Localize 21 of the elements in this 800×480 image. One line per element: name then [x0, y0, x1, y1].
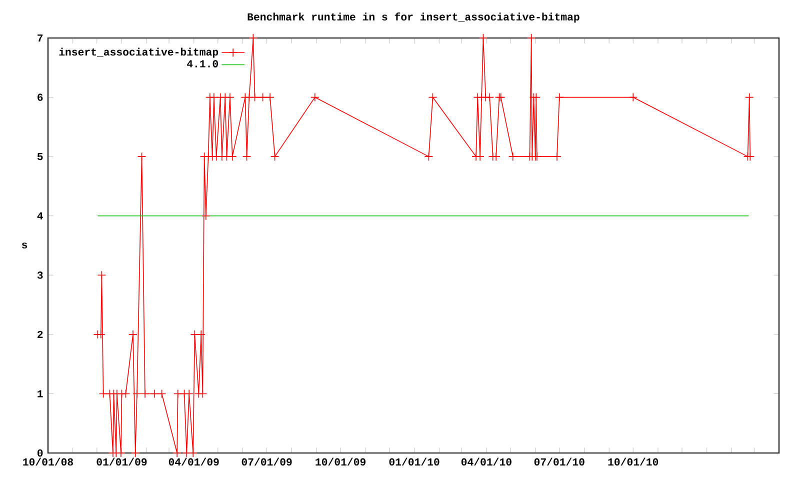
- chart-title: Benchmark runtime in s for insert_associative-bitmap: [248, 12, 580, 23]
- x-tick-label: 04/01/10: [461, 458, 512, 466]
- x-tick-label: 07/01/10: [534, 458, 584, 466]
- y-tick-label: 7: [38, 34, 43, 42]
- y-tick-label: 0: [38, 449, 43, 457]
- x-tick-label: 01/01/09: [96, 458, 147, 466]
- y-tick-label: 4: [37, 212, 43, 220]
- legend-label: insert_associative-bitmap: [59, 48, 218, 58]
- x-tick-label: 10/01/09: [316, 458, 366, 466]
- x-tick-label: 04/01/09: [168, 458, 219, 466]
- x-tick-label: 07/01/09: [242, 458, 292, 466]
- y-tick-label: 2: [38, 330, 43, 338]
- y-tick-label: 6: [38, 94, 43, 101]
- legend-label: 4.1.0: [186, 60, 218, 68]
- x-tick-label: 10/01/08: [23, 458, 74, 466]
- x-tick-label: 10/01/10: [608, 458, 658, 466]
- y-tick-label: 3: [37, 272, 43, 279]
- y-tick-label: 1: [38, 390, 43, 398]
- x-tick-label: 01/01/10: [389, 458, 440, 466]
- y-axis-title: s: [22, 242, 28, 248]
- y-tick-label: 5: [37, 153, 43, 160]
